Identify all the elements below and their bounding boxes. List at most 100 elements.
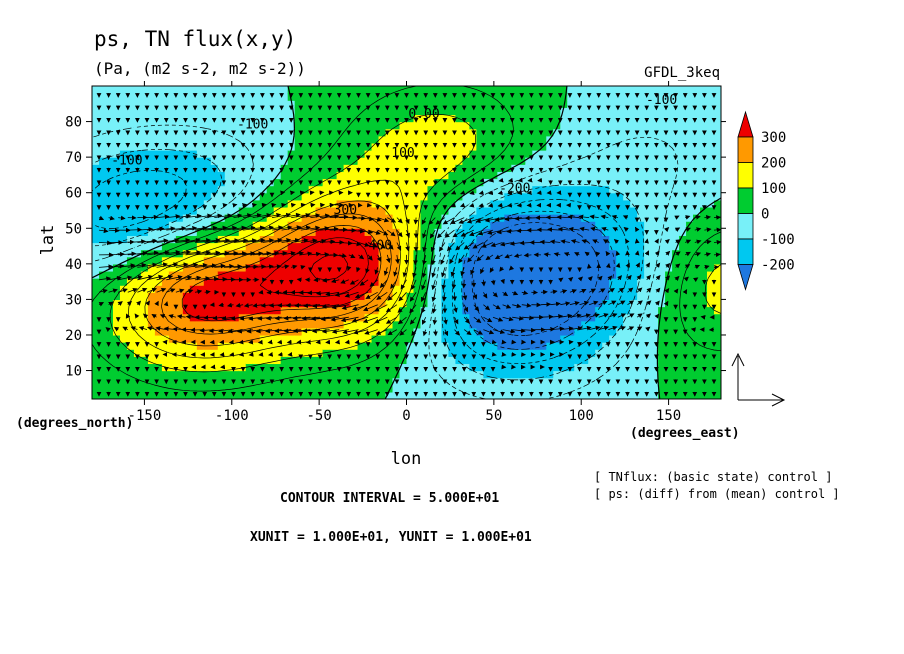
flux-arrow bbox=[397, 304, 407, 313]
flux-arrow bbox=[229, 352, 235, 357]
x-tick-label: -100 bbox=[215, 408, 249, 424]
flux-arrow bbox=[146, 250, 170, 256]
flux-arrow bbox=[598, 313, 609, 318]
flux-arrow bbox=[233, 225, 256, 231]
flux-arrow bbox=[195, 263, 217, 269]
flux-arrow bbox=[598, 300, 608, 306]
flux-arrow bbox=[185, 225, 208, 231]
flux-arrow bbox=[441, 292, 447, 302]
colorbar-segment bbox=[737, 162, 754, 189]
x-axis-label: lon bbox=[391, 449, 422, 469]
flux-arrow bbox=[271, 202, 277, 208]
flux-arrow bbox=[682, 289, 688, 295]
flux-arrow bbox=[588, 300, 599, 306]
flux-arrow bbox=[450, 202, 457, 208]
flux-arrow bbox=[443, 317, 448, 325]
colorbar: 300 200 100 0 -100 -200 bbox=[737, 110, 795, 291]
flux-arrow bbox=[636, 287, 643, 293]
contour-label: -200 bbox=[499, 182, 530, 197]
flux-arrow bbox=[587, 276, 593, 282]
flux-arrow bbox=[291, 264, 298, 270]
flux-arrow bbox=[673, 288, 679, 294]
flux-arrow bbox=[644, 238, 649, 244]
flux-arrow bbox=[376, 291, 388, 300]
flux-arrow bbox=[422, 229, 427, 239]
flux-arrow bbox=[98, 276, 112, 282]
flux-arrow bbox=[262, 225, 284, 231]
colorbar-top-arrow bbox=[737, 110, 754, 138]
flux-arrow bbox=[195, 250, 221, 256]
x-tick-label: -50 bbox=[306, 408, 331, 424]
flux-arrow bbox=[577, 276, 583, 282]
flux-arrow bbox=[476, 254, 484, 262]
flux-arrow bbox=[252, 225, 274, 231]
flux-arrow bbox=[223, 213, 243, 219]
y-tick-label: 30 bbox=[65, 292, 82, 308]
contour-label: 0.00 bbox=[408, 107, 439, 122]
flux-arrow bbox=[195, 276, 211, 281]
y-units-label: (degrees_north) bbox=[16, 416, 133, 431]
flux-arrow bbox=[470, 267, 475, 276]
flux-arrow bbox=[354, 339, 360, 345]
flux-arrow bbox=[655, 287, 661, 293]
flux-arrow bbox=[431, 254, 436, 266]
flux-arrow bbox=[243, 264, 259, 270]
flux-arrow bbox=[156, 287, 167, 293]
flux-arrow bbox=[600, 214, 609, 220]
flux-arrow bbox=[589, 214, 599, 220]
flux-arrow bbox=[472, 292, 478, 300]
flux-arrow bbox=[387, 291, 398, 301]
y-axis: 10 20 30 40 50 60 70 80 bbox=[65, 115, 726, 380]
flux-arrow bbox=[235, 302, 244, 308]
flux-arrow bbox=[329, 227, 348, 233]
flux-arrow bbox=[521, 290, 529, 296]
flux-arrow bbox=[443, 329, 449, 337]
flux-arrow bbox=[569, 289, 577, 294]
flux-arrow bbox=[459, 202, 466, 208]
flux-arrow bbox=[166, 274, 183, 281]
flux-arrow bbox=[319, 239, 336, 245]
flux-arrow bbox=[553, 252, 561, 257]
flux-arrow bbox=[243, 225, 265, 231]
flux-arrow bbox=[433, 329, 438, 337]
flux-arrow bbox=[494, 254, 503, 259]
flux-arrow bbox=[233, 251, 256, 256]
flux-arrow bbox=[177, 314, 186, 319]
flux-arrow bbox=[340, 279, 349, 284]
flux-arrow bbox=[175, 262, 199, 268]
flux-arrow bbox=[502, 328, 516, 334]
flux-arrow bbox=[310, 238, 327, 244]
flux-arrow bbox=[147, 326, 157, 331]
flux-arrow bbox=[346, 265, 352, 272]
flux-arrow bbox=[156, 214, 170, 220]
flux-arrow bbox=[483, 329, 495, 335]
flux-arrow bbox=[482, 292, 488, 299]
flux-arrow bbox=[674, 215, 680, 220]
flux-arrow bbox=[151, 313, 157, 319]
flux-arrow bbox=[223, 238, 249, 243]
flux-arrow bbox=[683, 276, 689, 282]
flux-arrow bbox=[214, 213, 233, 219]
flux-arrow bbox=[137, 287, 148, 293]
flux-arrow bbox=[665, 275, 671, 281]
flux-arrow bbox=[635, 262, 640, 268]
flux-arrow bbox=[579, 288, 587, 294]
flux-arrow bbox=[243, 303, 253, 308]
flux-arrow bbox=[563, 252, 571, 257]
flux-arrow bbox=[98, 240, 112, 246]
flux-arrow bbox=[598, 288, 606, 293]
flux-arrow bbox=[674, 275, 680, 282]
flux-arrow bbox=[579, 313, 591, 318]
flux-arrow bbox=[636, 326, 643, 331]
flux-arrow bbox=[271, 238, 292, 243]
flux-arrow bbox=[422, 254, 427, 266]
flux-arrow bbox=[507, 190, 513, 196]
flux-arrow bbox=[331, 278, 340, 284]
flux-arrow bbox=[214, 276, 228, 282]
flux-arrow bbox=[291, 238, 309, 243]
flux-arrow bbox=[340, 316, 359, 323]
flux-arrow bbox=[367, 254, 373, 261]
flux-arrow bbox=[310, 202, 316, 208]
chart-subtitle: (Pa, (m2 s-2, m2 s-2)) bbox=[94, 59, 306, 78]
flux-arrow bbox=[348, 228, 365, 234]
